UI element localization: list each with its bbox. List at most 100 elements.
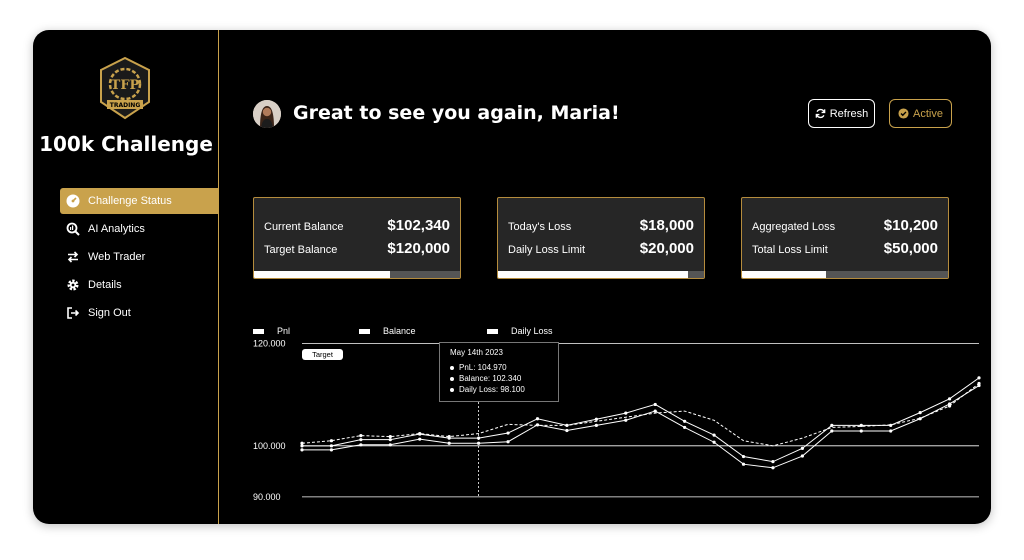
card-label: Aggregated Loss	[752, 221, 836, 233]
brand-logo: TFP TRADING	[100, 56, 150, 120]
data-point	[359, 443, 363, 447]
sidebar-item-label: Sign Out	[88, 307, 131, 319]
sidebar-item-web-trader[interactable]: Web Trader	[60, 244, 219, 270]
svg-text:TRADING: TRADING	[110, 102, 141, 109]
y-tick-label: 90.000	[253, 492, 281, 502]
card-value: $120,000	[387, 240, 450, 257]
check-circle-icon	[898, 108, 909, 119]
data-point	[741, 454, 746, 459]
series-line-2	[301, 383, 980, 447]
data-point	[889, 429, 893, 433]
analytics-search-icon	[65, 221, 81, 237]
card-label: Current Balance	[264, 221, 344, 233]
sidebar-item-challenge-status[interactable]: Challenge Status	[60, 188, 219, 214]
gear-icon	[65, 277, 81, 293]
data-point	[771, 460, 775, 464]
tooltip-dot	[450, 387, 454, 392]
data-point	[947, 397, 952, 401]
data-point	[418, 431, 422, 436]
data-point	[418, 437, 422, 441]
data-point	[565, 428, 569, 433]
card-label: Total Loss Limit	[752, 244, 828, 256]
tooltip-balance: Balance: 102.340	[459, 374, 522, 383]
data-point	[712, 433, 716, 437]
card-value: $18,000	[639, 217, 694, 234]
status-badge[interactable]: Active	[889, 99, 952, 128]
sidebar-item-label: AI Analytics	[88, 223, 145, 235]
y-tick-label: 100.000	[253, 441, 286, 451]
data-point	[329, 444, 334, 448]
progress-bar	[254, 271, 460, 278]
progress-fill	[742, 271, 827, 278]
card-label: Daily Loss Limit	[508, 244, 586, 256]
gauge-icon	[65, 193, 81, 209]
data-point	[594, 423, 598, 427]
data-point	[859, 429, 863, 433]
data-point	[447, 435, 451, 439]
avatar[interactable]	[253, 100, 281, 128]
data-point	[388, 438, 392, 442]
legend-item-balance[interactable]: Balance	[359, 326, 416, 336]
data-point	[388, 435, 392, 439]
data-point	[329, 448, 334, 452]
card-label: Target Balance	[264, 244, 338, 256]
card-label: Today's Loss	[508, 221, 572, 233]
data-point	[477, 436, 481, 440]
legend-item-daily-loss[interactable]: Daily Loss	[487, 326, 553, 336]
progress-fill	[254, 271, 390, 278]
data-point	[653, 402, 657, 407]
data-point	[624, 418, 628, 422]
data-point	[683, 419, 687, 423]
tooltip-daily-loss: Daily Loss: 98.100	[459, 385, 525, 394]
data-point	[359, 438, 363, 442]
data-point	[359, 434, 363, 438]
sidebar-item-ai-analytics[interactable]: AI Analytics	[60, 216, 219, 242]
data-point	[977, 381, 981, 386]
refresh-icon	[815, 108, 826, 119]
sign-out-icon	[65, 305, 81, 321]
sidebar-item-details[interactable]: Details	[60, 272, 219, 298]
target-tag: Target	[302, 349, 343, 360]
sidebar-nav: Challenge Status AI Analytics Web Trader…	[60, 188, 219, 328]
refresh-label: Refresh	[829, 107, 869, 120]
tooltip-dot	[450, 365, 454, 370]
app-window: TFP TRADING 100k Challenge Challenge Sta…	[33, 30, 991, 524]
legend-swatch	[253, 328, 264, 334]
data-point	[300, 448, 304, 452]
sidebar: TFP TRADING 100k Challenge Challenge Sta…	[33, 30, 219, 524]
data-point	[624, 411, 628, 415]
data-point	[300, 444, 304, 448]
card-value: $20,000	[639, 240, 694, 257]
card-value: $50,000	[883, 240, 938, 257]
data-point	[741, 462, 746, 466]
data-point	[653, 409, 657, 413]
refresh-button[interactable]: Refresh	[808, 99, 875, 128]
tooltip-dot	[450, 376, 454, 381]
data-point	[918, 411, 922, 415]
data-point	[683, 425, 687, 430]
balance-line-chart[interactable]: 120.000 100.000 90.000	[220, 30, 991, 524]
legend-item-pnl[interactable]: Pnl	[253, 326, 290, 336]
sidebar-item-sign-out[interactable]: Sign Out	[60, 300, 219, 326]
data-point	[594, 417, 598, 421]
greeting-title: Great to see you again, Maria!	[293, 102, 620, 124]
card-value: $102,340	[387, 217, 450, 234]
series-line-0	[302, 377, 980, 463]
y-tick-label: 120.000	[253, 339, 286, 349]
data-point	[329, 439, 334, 443]
legend-label: Balance	[383, 326, 416, 336]
series-line-1	[302, 385, 980, 469]
main-content: Great to see you again, Maria! Refresh A…	[220, 30, 991, 524]
data-point	[977, 376, 981, 380]
data-point	[506, 440, 510, 444]
data-point	[771, 466, 775, 470]
data-point	[447, 441, 451, 445]
data-point	[830, 423, 834, 427]
balance-card: Current Balance $102,340 Target Balance $1…	[253, 197, 461, 279]
chart-tooltip: May 14th 2023 PnL: 104.970 Balance: 102.…	[439, 342, 559, 402]
status-label: Active	[913, 107, 943, 120]
sidebar-item-label: Details	[88, 279, 122, 291]
daily-loss-card: Today's Loss $18,000 Daily Loss Limit $20,…	[497, 197, 705, 279]
data-point	[947, 404, 952, 408]
data-point	[800, 454, 804, 458]
